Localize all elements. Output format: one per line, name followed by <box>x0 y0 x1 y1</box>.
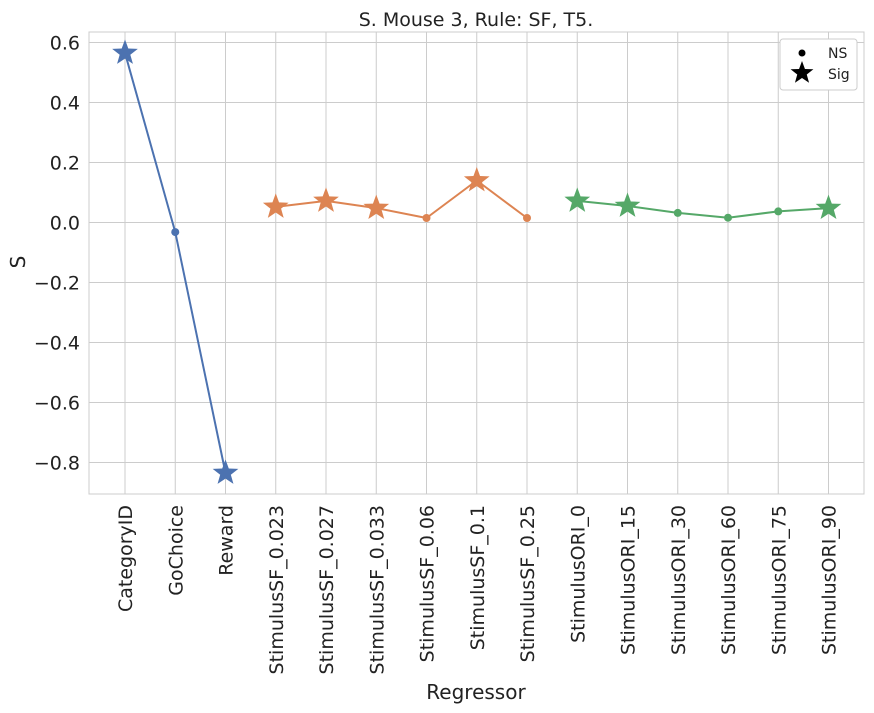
x-tick-label: StimulusORI_90 <box>819 505 841 655</box>
x-tick-label: StimulusSF_0.25 <box>517 505 539 662</box>
data-point-sig <box>212 459 239 484</box>
chart-title: S. Mouse 3, Rule: SF, T5. <box>359 9 594 31</box>
y-tick-label: 0.4 <box>50 93 80 115</box>
data-point-sig <box>112 39 138 64</box>
x-axis-label: Regressor <box>426 680 526 704</box>
legend-sig-marker <box>790 61 814 83</box>
x-tick-label: CategoryID <box>115 505 137 612</box>
x-tick-label: GoChoice <box>165 505 187 596</box>
data-point-ns <box>724 213 732 222</box>
data-point-ns <box>422 214 431 222</box>
series-layer <box>112 39 842 484</box>
y-tick-label: −0.6 <box>34 393 80 415</box>
data-point-sig <box>363 194 390 220</box>
data-point-ns <box>774 207 783 216</box>
x-tick-labels: CategoryID GoChoice Reward StimulusSF_0.023… <box>115 505 841 674</box>
y-tick-label: −0.8 <box>34 453 80 475</box>
series-line <box>577 199 829 219</box>
data-point-sig <box>815 194 842 220</box>
grid <box>89 32 864 494</box>
legend-sig-label: Sig <box>828 67 850 83</box>
y-tick-label: −0.2 <box>34 273 80 295</box>
plot-frame <box>88 31 865 495</box>
series-line <box>275 179 528 219</box>
y-tick-label: 0.2 <box>50 153 80 175</box>
x-tick-label: StimulusSF_0.1 <box>467 505 489 650</box>
x-tick-label: StimulusORI_15 <box>618 505 640 655</box>
y-tick-label: 0.0 <box>50 213 80 235</box>
x-tick-label: StimulusSF_0.06 <box>417 505 439 662</box>
x-tick-label: StimulusSF_0.027 <box>316 505 338 674</box>
y-tick-labels: 0.6 0.4 0.2 0.0 −0.2 −0.4 −0.6 −0.8 <box>34 33 80 475</box>
x-tick-label: StimulusORI_0 <box>567 505 589 643</box>
x-tick-label: Reward <box>216 505 238 576</box>
data-point-sig <box>463 167 490 192</box>
data-point-ns <box>523 214 531 222</box>
x-tick-label: StimulusSF_0.033 <box>366 505 388 674</box>
x-tick-label: StimulusSF_0.023 <box>266 505 288 674</box>
x-tick-label: StimulusORI_75 <box>768 505 790 655</box>
data-point-sig <box>564 187 591 212</box>
x-tick-label: StimulusORI_30 <box>668 505 690 655</box>
y-axis-label: S <box>6 256 30 269</box>
legend-ns-marker <box>798 49 806 57</box>
legend-ns-label: NS <box>828 46 847 62</box>
data-point-sig <box>614 192 641 217</box>
data-point-sig <box>313 187 339 212</box>
y-tick-label: 0.6 <box>50 33 80 55</box>
x-tick-label: StimulusORI_60 <box>718 505 740 655</box>
data-point-sig <box>262 193 289 218</box>
y-tick-label: −0.4 <box>34 333 80 355</box>
data-point-ns <box>673 208 682 217</box>
legend: NS Sig <box>779 38 858 91</box>
data-point-ns <box>171 228 180 237</box>
